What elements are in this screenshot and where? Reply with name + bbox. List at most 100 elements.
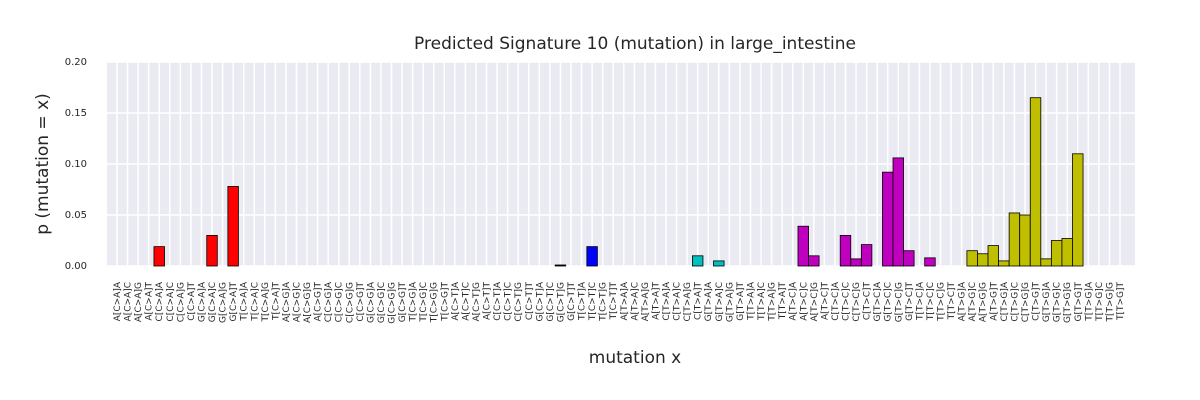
- x-axis-label: mutation x: [589, 348, 681, 368]
- x-tick-label: C[T>A]G: [683, 282, 693, 322]
- x-tick-label: G[T>G]C: [1053, 282, 1063, 322]
- chart-title: Predicted Signature 10 (mutation) in lar…: [414, 34, 856, 54]
- x-tick-label: T[C>G]A: [409, 281, 419, 322]
- bar: [882, 171, 894, 267]
- x-tick-label: G[T>C]G: [894, 282, 904, 322]
- x-tick-label: C[T>C]T: [863, 282, 873, 321]
- x-tick-label: A[C>A]A: [113, 281, 123, 321]
- x-tick-label: G[C>T]G: [556, 282, 566, 322]
- y-tick-label: 0.10: [65, 159, 87, 170]
- x-tick-label: C[C>T]G: [514, 282, 524, 322]
- bar: [153, 246, 165, 267]
- x-tick-label: A[C>G]G: [303, 282, 313, 323]
- x-tick-label: T[T>C]G: [937, 282, 947, 322]
- y-tick-label: 0.15: [65, 108, 87, 119]
- x-tick-label: A[C>A]T: [145, 282, 155, 321]
- bar: [892, 157, 904, 267]
- x-tick-label: A[T>G]G: [979, 282, 989, 322]
- x-tick-label: G[C>T]C: [546, 282, 556, 322]
- y-axis-label: p (mutation = x): [33, 93, 53, 235]
- x-tick-label: G[T>A]A: [704, 281, 714, 321]
- x-tick-label: A[C>A]G: [134, 282, 144, 322]
- x-tick-label: G[C>T]T: [567, 282, 577, 321]
- x-tick-label: A[T>C]A: [789, 281, 799, 321]
- y-tick-label: 0.00: [65, 261, 87, 272]
- x-tick-label: T[C>G]T: [440, 282, 450, 322]
- x-tick-label: A[T>G]C: [968, 282, 978, 321]
- x-tick-label: A[T>C]T: [820, 281, 830, 320]
- x-tick-label: C[C>G]G: [345, 282, 355, 323]
- x-tick-label: A[T>A]G: [641, 282, 651, 321]
- x-tick-label: C[C>A]A: [155, 281, 165, 321]
- x-tick-label: A[T>A]C: [630, 282, 640, 321]
- x-tick-label: T[C>G]C: [419, 282, 429, 323]
- x-tick-label: A[C>G]C: [292, 282, 302, 322]
- x-tick-label: T[T>A]A: [746, 281, 756, 321]
- x-tick-label: C[C>G]T: [356, 282, 366, 322]
- bar: [860, 244, 873, 267]
- x-tick-label: C[C>T]C: [504, 282, 514, 321]
- x-tick-label: C[T>C]A: [831, 281, 841, 321]
- x-tick-label: T[C>A]A: [240, 281, 250, 322]
- x-tick-label: C[T>G]C: [1010, 282, 1020, 322]
- x-tick-label: A[T>A]A: [620, 281, 630, 320]
- bar: [554, 264, 567, 267]
- x-tick-label: T[C>T]G: [599, 282, 609, 322]
- bar: [987, 245, 999, 267]
- x-tick-label: T[T>A]T: [778, 282, 788, 321]
- x-tick-label: G[T>A]T: [736, 282, 746, 321]
- x-tick-label: T[T>C]T: [947, 282, 957, 321]
- x-tick-label: C[T>A]C: [673, 282, 683, 321]
- x-tick-label: C[C>A]C: [166, 282, 176, 322]
- x-tick-label: C[T>C]C: [841, 282, 851, 321]
- bar: [692, 255, 704, 267]
- x-tick-label: T[T>G]G: [1105, 282, 1115, 323]
- bar: [966, 250, 978, 267]
- y-tick-label: 0.20: [65, 57, 87, 68]
- x-tick-label: C[C>A]G: [176, 282, 186, 322]
- x-tick-label: G[T>G]A: [1042, 281, 1052, 322]
- x-tick-label: T[C>T]A: [578, 281, 588, 321]
- x-tick-label: T[T>C]A: [915, 281, 925, 321]
- x-tick-label: A[C>G]A: [282, 281, 292, 322]
- x-tick-label: T[C>G]G: [430, 282, 440, 323]
- x-tick-label: T[T>G]A: [1084, 281, 1094, 322]
- x-tick-label: T[C>A]G: [261, 282, 271, 323]
- x-tick-label: C[T>G]T: [1032, 282, 1042, 321]
- x-tick-label: T[C>T]C: [588, 282, 598, 321]
- bar: [808, 255, 820, 267]
- bar: [1029, 97, 1042, 267]
- x-tick-label: C[T>G]G: [1021, 282, 1031, 322]
- x-tick-label: G[T>G]G: [1063, 282, 1073, 323]
- bar: [924, 257, 936, 267]
- x-tick-label: T[C>T]T: [609, 282, 619, 321]
- bar: [713, 260, 725, 267]
- x-tick-label: T[T>A]G: [768, 282, 778, 322]
- x-tick-label: C[T>C]G: [852, 282, 862, 322]
- bar: [1050, 240, 1063, 267]
- x-tick-label: G[C>A]T: [229, 282, 239, 322]
- x-tick-label: G[T>A]G: [725, 282, 735, 322]
- x-tick-label: G[C>G]C: [377, 282, 387, 323]
- bar: [977, 253, 989, 267]
- bar: [1040, 258, 1052, 267]
- x-tick-label: A[T>A]T: [651, 282, 661, 320]
- bar: [903, 250, 915, 267]
- x-tick-label: G[T>C]C: [884, 282, 894, 322]
- x-tick-label: A[C>A]C: [124, 282, 134, 321]
- x-tick-label: G[C>A]G: [219, 282, 229, 323]
- x-tick-label: C[T>A]T: [694, 281, 704, 320]
- x-tick-label: C[T>A]A: [662, 281, 672, 321]
- x-tick-label: C[C>T]A: [493, 281, 503, 321]
- x-tick-label: G[C>G]A: [366, 281, 376, 323]
- x-tick-label: A[T>G]A: [958, 281, 968, 321]
- x-tick-label: T[C>A]C: [250, 282, 260, 322]
- x-tick-label: T[T>G]T: [1116, 281, 1126, 321]
- x-tick-label: C[C>G]C: [335, 282, 345, 322]
- bar: [586, 246, 598, 267]
- x-tick-label: A[C>T]G: [472, 282, 482, 322]
- x-tick-label: G[C>A]C: [208, 282, 218, 322]
- x-tick-label: A[T>C]C: [799, 282, 809, 321]
- x-tick-label: C[T>G]A: [1000, 281, 1010, 321]
